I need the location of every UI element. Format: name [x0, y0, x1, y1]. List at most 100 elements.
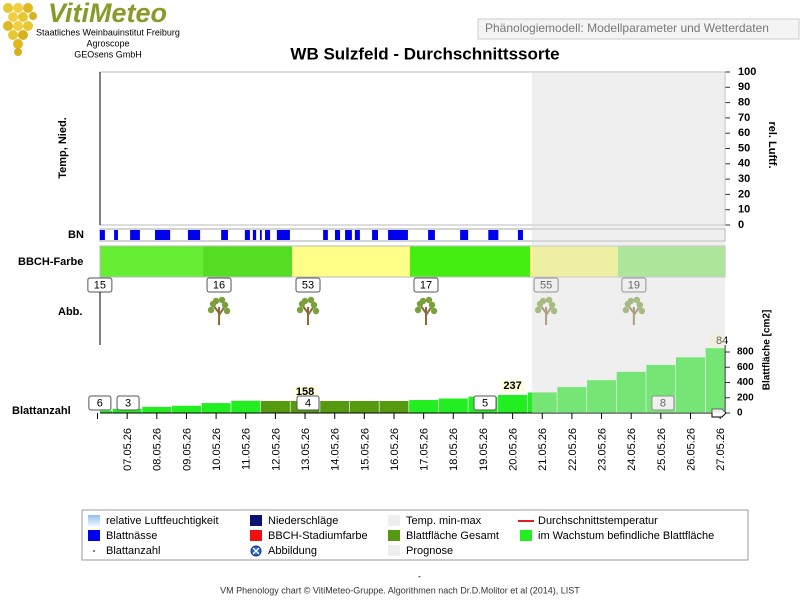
leaf-area-bar: [587, 380, 617, 413]
leaf-count-box: [651, 395, 675, 411]
leaf-area-bar: [100, 410, 112, 413]
y2-tick-label: 400: [737, 377, 754, 388]
axis-arrow: [711, 408, 727, 418]
x-tick-label: 17.05.26: [419, 428, 431, 471]
leaf-area-bar: [231, 400, 261, 413]
forecast-region: [531, 72, 725, 413]
x-tick-label: 12.05.26: [270, 428, 282, 471]
annotation: 84: [716, 335, 728, 347]
bbch-stage: [410, 246, 531, 277]
plant-leaf: [301, 297, 309, 305]
y2-tick-label: 90: [738, 81, 750, 93]
plant-icon: [622, 296, 646, 325]
logo-line: Staatliches Weinbauinstitut Freiburg: [36, 27, 180, 37]
leaf-count-label: 3: [125, 397, 131, 409]
leaf-wetness: [460, 230, 469, 240]
plant-leaf: [636, 301, 644, 309]
stage-box: [621, 277, 647, 293]
legend-swatch: [388, 515, 400, 526]
stage-label: 53: [302, 279, 314, 291]
legend-swatch: [520, 530, 532, 541]
y2-tick-label: 80: [738, 97, 750, 109]
chart-title: WB Sulzfeld - Durchschnittssorte: [290, 44, 559, 63]
plant-leaf: [545, 296, 553, 304]
legend-label: Niederschläge: [268, 515, 338, 527]
x-tick-label: 14.05.26: [330, 428, 342, 471]
leaf-area-bar: [349, 400, 379, 413]
leaf-area-bar: [498, 394, 528, 413]
legend-label: Prognose: [406, 545, 453, 557]
leaf-wetness: [276, 230, 290, 240]
legend-swatch: [388, 545, 400, 556]
x-tick-label: 19.05.26: [478, 428, 490, 471]
x-tick-label: 26.05.26: [685, 428, 697, 471]
footer: VM Phenology chart © VitiMeteo-Gruppe. A…: [220, 585, 580, 595]
y-axis-label: Temp, Nied.: [57, 117, 69, 179]
leaf-area-bar: [409, 400, 439, 413]
leaf-count-label: 8: [660, 397, 666, 409]
leaf-area-bar: [676, 357, 705, 413]
legend-label: relative Luftfeuchtigkeit: [106, 515, 219, 527]
bbch-stage: [617, 246, 725, 277]
plant-leaf: [638, 307, 646, 315]
leaf-wetness: [354, 230, 360, 240]
y2-axis-label: rel. Luftf.: [766, 121, 778, 168]
x-tick-label: 23.05.26: [596, 428, 608, 471]
bbch-stage: [530, 246, 618, 277]
leaf-wetness: [252, 230, 257, 240]
y2-tick-label: 600: [737, 362, 754, 373]
x-tick-label: 15.05.26: [359, 428, 371, 471]
leaf-count-box: [88, 395, 112, 411]
plant-stem: [301, 304, 315, 325]
plant-leaf: [430, 307, 438, 315]
logo-icon: [3, 3, 37, 56]
legend-label: BBCH-Stadiumfarbe: [268, 530, 368, 542]
leaf-wetness: [155, 230, 171, 240]
y2-axis-label: Blattfläche [cm2]: [762, 310, 773, 391]
y2-tick-label: 100: [738, 66, 756, 78]
panel-label: BBCH-Farbe: [18, 256, 83, 268]
y2-tick-label: 10: [738, 204, 750, 216]
x-tick-label: 24.05.26: [626, 428, 638, 471]
leaf-count-label: 5: [482, 397, 488, 409]
bbch-stage: [100, 246, 204, 277]
stage-label: 17: [420, 279, 432, 291]
tab: [477, 18, 800, 40]
value-label-bg: [710, 335, 725, 347]
x-tick-label: 18.05.26: [448, 428, 460, 471]
plant-stem: [212, 304, 226, 325]
plant-leaf: [223, 307, 231, 315]
stage-box: [206, 277, 232, 293]
y2-tick-label: 70: [738, 112, 750, 124]
leaf-area-bar: [142, 406, 172, 413]
leaf-wetness: [187, 230, 201, 240]
logo-line: Agroscope: [86, 38, 129, 48]
plant-leaf: [218, 296, 226, 304]
stage-label: 19: [628, 279, 640, 291]
y2-tick-label: 800: [737, 347, 754, 358]
stage-label: 55: [540, 279, 552, 291]
leaf-wetness: [488, 230, 499, 240]
y2-tick-label: 200: [737, 392, 754, 403]
leaf-area-bar: [112, 408, 142, 413]
plant-icon: [414, 296, 438, 325]
plant-leaf: [414, 306, 422, 314]
value-label-bg: [500, 379, 525, 392]
leaf-area-bar: [705, 348, 725, 413]
plot-background: [100, 72, 725, 225]
value-label-bg: [293, 385, 318, 398]
leaf-count-label: 6: [97, 397, 103, 409]
leaf-wetness: [244, 230, 250, 240]
stage-label: 16: [213, 279, 225, 291]
legend-label: Temp. min-max: [406, 515, 482, 527]
bbch-stage: [203, 246, 293, 277]
plant-leaf: [633, 296, 641, 304]
plant-leaf: [539, 297, 547, 305]
note: -: [418, 571, 421, 581]
leaf-area-bar: [320, 400, 350, 413]
stage-box: [295, 277, 321, 293]
y2-tick-label: 50: [738, 142, 750, 154]
y2-tick-label: 0: [738, 219, 744, 231]
x-tick-label: 20.05.26: [508, 428, 520, 471]
plant-leaf: [534, 306, 542, 314]
